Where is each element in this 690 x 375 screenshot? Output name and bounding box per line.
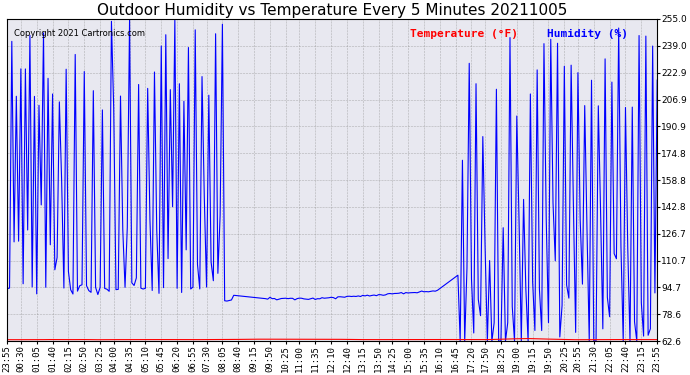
Text: Humidity (%): Humidity (%) xyxy=(546,28,628,39)
Title: Outdoor Humidity vs Temperature Every 5 Minutes 20211005: Outdoor Humidity vs Temperature Every 5 … xyxy=(97,3,567,18)
Text: Temperature (°F): Temperature (°F) xyxy=(411,28,518,39)
Text: Copyright 2021 Cartronics.com: Copyright 2021 Cartronics.com xyxy=(14,28,145,38)
